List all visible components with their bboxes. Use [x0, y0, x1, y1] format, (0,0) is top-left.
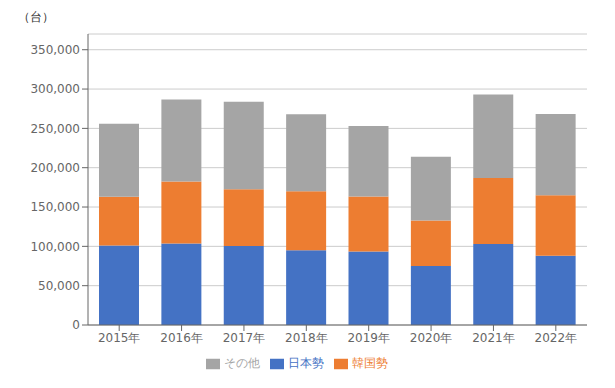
html-text:日本勢: 日本勢 [287, 356, 324, 370]
svg-text:300,000: 300,000 [30, 82, 80, 96]
svg-text:2017年: 2017年 [223, 331, 266, 345]
svg-text:350,000: 350,000 [30, 43, 80, 57]
svg-text:2022年: 2022年 [535, 331, 578, 345]
svg-text:0: 0 [72, 318, 80, 332]
svg-text:2018年: 2018年 [285, 331, 328, 345]
svg-text:2019年: 2019年 [347, 331, 390, 345]
svg-text:2016年: 2016年 [160, 331, 203, 345]
html-text:韓国勢: 韓国勢 [351, 356, 388, 370]
svg-text:2015年: 2015年 [98, 331, 141, 345]
svg-text:50,000: 50,000 [38, 279, 80, 293]
svg-text:2020年: 2020年 [410, 331, 453, 345]
html-text:その他: その他 [223, 356, 260, 370]
svg-text:200,000: 200,000 [30, 161, 80, 175]
svg-text:2021年: 2021年 [472, 331, 515, 345]
svg-text:100,000: 100,000 [30, 240, 80, 254]
svg-text:250,000: 250,000 [30, 122, 80, 136]
svg-text:150,000: 150,000 [30, 200, 80, 214]
html-text:（台）: （台） [18, 10, 54, 24]
